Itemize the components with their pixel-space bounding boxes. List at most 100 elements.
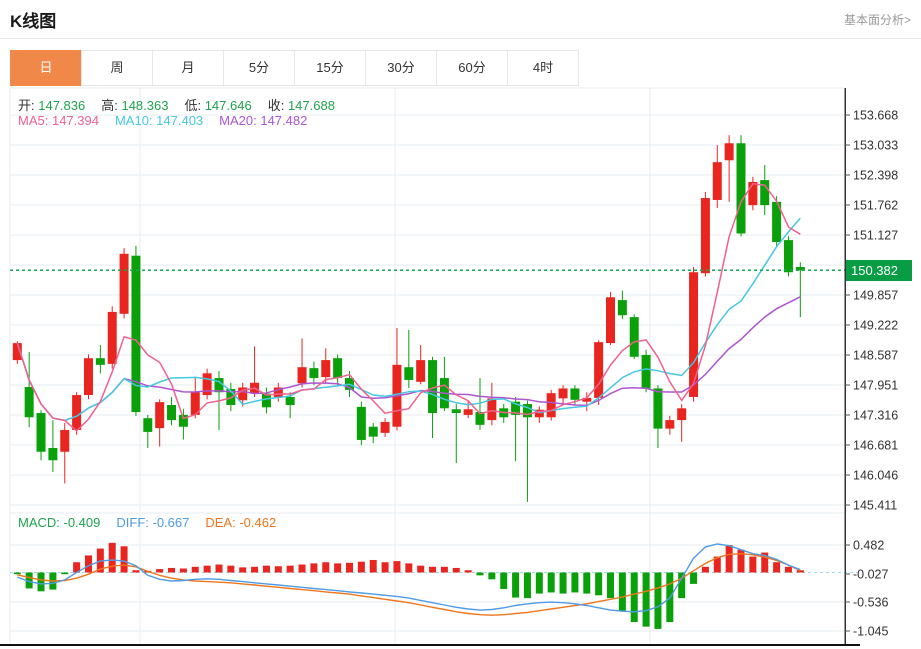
tab-月[interactable]: 月	[152, 50, 224, 86]
macd-legend-item: DEA: -0.462	[205, 515, 277, 530]
candle	[783, 240, 793, 273]
macd-bar	[132, 570, 140, 573]
macd-bar	[227, 565, 235, 573]
candle	[546, 393, 556, 418]
page-title: K线图	[10, 12, 57, 31]
macd-bar	[547, 572, 555, 593]
macd-axis-label: 0.482	[853, 539, 884, 553]
candle	[143, 418, 153, 432]
candle	[72, 395, 82, 431]
macd-bar	[535, 572, 543, 594]
candle	[404, 367, 414, 380]
candle	[511, 401, 521, 415]
ma20-line	[16, 296, 801, 422]
y-axis-label: 151.127	[853, 229, 898, 243]
candle	[48, 447, 58, 461]
y-axis-label: 153.033	[853, 139, 898, 153]
tab-5分[interactable]: 5分	[223, 50, 295, 86]
macd-legend-item: MACD: -0.409	[18, 515, 101, 530]
candle	[226, 388, 236, 405]
dea-line	[17, 552, 801, 616]
diff-line	[17, 543, 801, 613]
tab-周[interactable]: 周	[81, 50, 153, 86]
macd-bar	[203, 565, 211, 573]
candle	[285, 396, 295, 405]
macd-bar	[488, 572, 496, 580]
macd-bar	[642, 572, 650, 627]
macd-bar	[334, 563, 342, 573]
macd-axis-label: -0.027	[853, 568, 888, 582]
macd-bar	[37, 572, 45, 592]
candle	[617, 300, 627, 316]
candle	[570, 388, 580, 400]
macd-bar	[191, 566, 199, 573]
macd-bar	[156, 569, 164, 573]
candle	[238, 387, 248, 401]
y-axis-label: 148.587	[853, 349, 898, 363]
tab-日[interactable]: 日	[10, 50, 82, 86]
macd-bar	[405, 563, 413, 573]
macd-bar	[215, 564, 223, 573]
candle	[428, 360, 438, 414]
macd-bar	[274, 566, 282, 573]
tab-30分[interactable]: 30分	[365, 50, 437, 86]
candle	[368, 426, 378, 437]
period-tabs: 日周月 5分 15分 30分 60分 4时	[10, 50, 579, 86]
macd-bar	[773, 562, 781, 573]
candle	[736, 143, 746, 234]
macd-bar	[13, 572, 21, 575]
candle	[451, 409, 461, 414]
candle	[463, 409, 473, 415]
macd-bar	[286, 565, 294, 573]
macd-bar	[262, 565, 270, 573]
candle	[155, 402, 165, 429]
y-axis-label: 147.316	[853, 409, 898, 423]
tab-4时[interactable]: 4时	[507, 50, 579, 86]
candle	[594, 342, 604, 398]
candle	[356, 406, 366, 440]
tab-60分[interactable]: 60分	[436, 50, 508, 86]
candle	[24, 387, 34, 418]
candle	[119, 253, 129, 314]
macd-bar	[61, 572, 69, 575]
macd-bar	[322, 562, 330, 573]
macd-bar	[298, 564, 306, 573]
tab-15分[interactable]: 15分	[294, 50, 366, 86]
macd-bar	[440, 566, 448, 573]
candle	[202, 373, 212, 396]
macd-bar	[417, 565, 425, 573]
candle	[582, 397, 592, 402]
ohlc-legend-item: 收: 147.688	[267, 98, 335, 113]
candle	[629, 317, 639, 357]
ohlc-legend-item: 高: 148.363	[101, 98, 169, 113]
macd-bar	[120, 546, 128, 573]
candle	[712, 162, 722, 200]
macd-bar	[618, 572, 626, 611]
macd-bar	[784, 566, 792, 573]
macd-bar	[725, 545, 733, 573]
macd-bar	[701, 566, 709, 573]
y-axis-label: 145.411	[853, 499, 897, 513]
y-axis-label: 153.668	[853, 109, 898, 123]
macd-bar	[429, 566, 437, 573]
ma-legend: MA5: 147.394 MA10: 147.403 MA20: 147.482	[18, 113, 307, 128]
candle	[641, 354, 651, 389]
macd-bar	[737, 549, 745, 573]
candle	[558, 388, 568, 399]
macd-bar	[168, 567, 176, 573]
macd-bar	[464, 570, 472, 573]
ma-legend-item: MA20: 147.482	[219, 113, 308, 128]
fundamental-analysis-link[interactable]: 基本面分析>	[843, 13, 911, 27]
macd-bar	[84, 555, 92, 573]
macd-bar	[345, 562, 353, 573]
macd-bar	[713, 556, 721, 573]
candle	[261, 393, 271, 408]
candle	[60, 430, 70, 452]
candle	[606, 297, 615, 344]
candle	[321, 360, 331, 378]
ma5-line	[16, 183, 801, 432]
macd-bar	[179, 568, 187, 573]
ohlc-legend: 开: 147.836 高: 148.363 低: 147.646 收: 147.688	[18, 95, 335, 114]
macd-bar	[607, 572, 614, 599]
